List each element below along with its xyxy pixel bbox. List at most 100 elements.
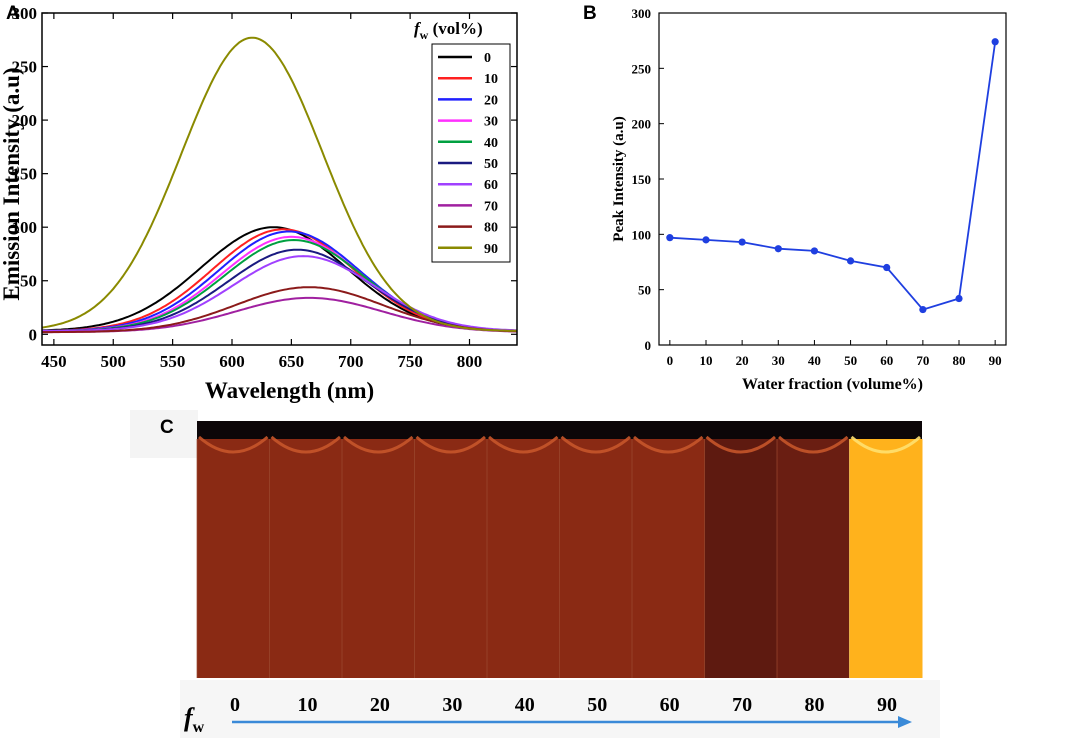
legend-label-20: 20 — [484, 93, 498, 108]
vial-caption: 0 10 20 30 40 50 60 70 80 90 fw — [180, 680, 940, 738]
x-tick-label-b: 20 — [736, 353, 749, 368]
y-tick-label-b: 250 — [632, 61, 652, 76]
peak-intensity-point — [702, 236, 710, 244]
y-axis-label-a: Emission Intensity (a.u) — [0, 67, 24, 300]
x-tick-label-a: 750 — [397, 352, 423, 371]
x-tick-label-a: 550 — [160, 352, 186, 371]
panel-c-label-bg — [130, 410, 198, 458]
y-tick-label-a: 250 — [12, 58, 38, 77]
y-tick-label-b: 150 — [632, 172, 652, 187]
vial-60 — [632, 439, 705, 678]
spectrum-line-90 — [41, 36, 517, 332]
x-tick-label-b: 60 — [880, 353, 893, 368]
legend-title-sub: w — [420, 28, 429, 42]
y-tick-label-a: 50 — [20, 272, 37, 291]
x-tick-label-b: 10 — [699, 353, 712, 368]
vial-20 — [342, 439, 415, 678]
vial-meniscus — [415, 435, 486, 454]
legend-box — [431, 43, 511, 263]
y-tick-label-b: 50 — [638, 283, 651, 298]
arrow-symbol-sub: w — [193, 719, 205, 736]
y-tick-label-a: 150 — [12, 165, 38, 184]
vial-meniscus — [633, 435, 704, 454]
vial-80 — [777, 439, 850, 678]
legend-title-symbol: f — [414, 19, 422, 38]
legend-label-30: 30 — [484, 115, 498, 130]
legend-label-80: 80 — [484, 221, 498, 236]
caption-label-40: 40 — [515, 694, 535, 716]
y-tick-label-b: 200 — [632, 117, 652, 132]
arrow-symbol: fw — [184, 703, 205, 736]
legend-title: fw (vol%) — [414, 19, 483, 42]
panel-c-letter: C — [160, 417, 174, 438]
x-tick-label-b: 30 — [772, 353, 785, 368]
vial-40 — [487, 439, 560, 678]
peak-intensity-point — [955, 294, 963, 303]
arrow-symbol-f: f — [184, 703, 195, 732]
peak-intensity-point — [846, 257, 855, 265]
arrow-head — [898, 716, 912, 728]
vial-meniscus — [778, 435, 849, 454]
panel-a-letter: A — [6, 3, 20, 24]
chart-b: 0 10 20 30 40 50 60 70 80 90 0 50 100 150 200 250 300 Wat… — [611, 6, 1007, 393]
vial-30 — [414, 439, 488, 678]
panel-b-letter: B — [583, 3, 597, 24]
x-tick-label-b: 70 — [916, 353, 929, 368]
vial-meniscus — [850, 435, 921, 454]
vial-50 — [559, 439, 633, 678]
y-tick-label-a: 100 — [12, 218, 38, 237]
legend-label-0: 0 — [484, 51, 491, 66]
x-tick-label-b: 50 — [844, 353, 857, 368]
x-tick-label-b: 80 — [953, 353, 966, 368]
peak-intensity-point — [919, 305, 927, 314]
spectrum-line-60 — [42, 255, 518, 332]
vial-meniscus — [198, 435, 269, 454]
peak-intensity-point — [738, 238, 746, 246]
peak-intensity-point — [810, 247, 819, 255]
x-tick-label-a: 650 — [279, 352, 305, 371]
legend-label-90: 90 — [484, 242, 498, 257]
peak-intensity-point — [991, 38, 999, 46]
caption-label-0: 0 — [230, 694, 240, 716]
y-tick-label-b: 100 — [632, 227, 652, 242]
vial-meniscus — [705, 435, 776, 454]
legend-title-rest: (vol%) — [428, 19, 482, 38]
legend-label-50: 50 — [484, 157, 498, 172]
y-tick-label-a: 300 — [12, 4, 38, 23]
vial-10 — [269, 439, 343, 678]
caption-label-80: 80 — [805, 694, 825, 716]
peak-intensity-point — [774, 245, 782, 253]
x-tick-label-a: 600 — [219, 352, 245, 371]
y-axis-label-b: Peak Intensity (a.u) — [611, 116, 627, 241]
vial-photo — [196, 421, 923, 678]
legend-label-70: 70 — [484, 199, 498, 214]
caption-label-70: 70 — [732, 694, 752, 716]
caption-label-30: 30 — [442, 694, 462, 716]
plot-frame-b — [658, 12, 1007, 346]
caption-label-50: 50 — [587, 694, 607, 716]
caption-label-90: 90 — [877, 694, 897, 716]
x-tick-label-b: 0 — [667, 353, 674, 368]
vial-0 — [197, 439, 270, 678]
vial-meniscus — [343, 435, 414, 454]
vial-meniscus — [560, 435, 631, 454]
x-tick-label-b: 40 — [808, 353, 821, 368]
x-tick-label-a: 500 — [101, 352, 127, 371]
x-tick-label-a: 700 — [338, 352, 364, 371]
vial-70 — [704, 439, 778, 678]
vial-meniscus — [488, 435, 559, 454]
legend-label-40: 40 — [484, 136, 498, 151]
x-tick-label-a: 450 — [41, 352, 67, 371]
plot-frame-a — [41, 12, 518, 346]
caption-label-60: 60 — [660, 694, 680, 716]
vial-90 — [849, 439, 923, 678]
y-tick-label-a: 0 — [29, 325, 38, 344]
caption-label-20: 20 — [370, 694, 390, 716]
x-axis-label-a: Wavelength (nm) — [205, 378, 374, 403]
y-tick-label-a: 200 — [12, 111, 38, 130]
y-tick-label-b: 300 — [632, 6, 652, 21]
legend-label-10: 10 — [484, 72, 498, 87]
chart-a: 450 500 550 600 650 700 750 8000501001502002503… — [0, 4, 518, 403]
vial-meniscus — [270, 435, 341, 454]
